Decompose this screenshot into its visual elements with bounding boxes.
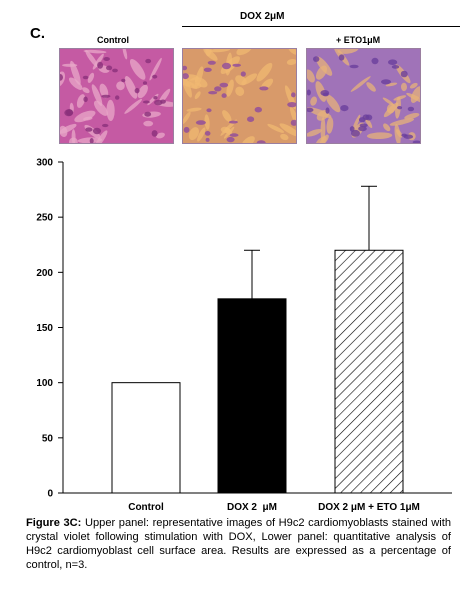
y-tick-label: 50 [42, 433, 54, 444]
caption-text: Upper panel: representative images of H9… [26, 517, 451, 571]
y-tick-label: 150 [36, 323, 53, 334]
bar [334, 249, 404, 494]
y-tick-label: 200 [36, 268, 53, 279]
figure-label: Figure 3C: [26, 517, 82, 529]
bar [217, 298, 287, 494]
category-label: DOX 2 μM [227, 502, 277, 513]
control-micrograph [59, 48, 174, 144]
bar [111, 382, 181, 494]
dox-group-bracket [182, 26, 460, 27]
y-tick-label: 0 [47, 489, 53, 500]
dox-eto-image-label: + ETO1μM [336, 35, 381, 45]
y-tick-label: 300 [36, 158, 53, 169]
y-tick-label: 100 [36, 378, 53, 389]
dox-group-label: DOX 2μM [240, 11, 285, 22]
category-label: Control [128, 502, 164, 513]
category-label: DOX 2 μM + ETO 1μM [318, 502, 420, 513]
control-image-label: Control [97, 35, 129, 45]
dox-micrograph [182, 48, 297, 144]
figure-caption: Figure 3C: Upper panel: representative i… [26, 516, 451, 572]
panel-letter: C. [30, 25, 45, 42]
y-tick-label: 250 [36, 213, 53, 224]
bar-chart: 0 50 100 150 200 250 300 Control DOX 2 μM DOX 2 … [36, 158, 452, 513]
dox-eto-micrograph [306, 48, 421, 144]
